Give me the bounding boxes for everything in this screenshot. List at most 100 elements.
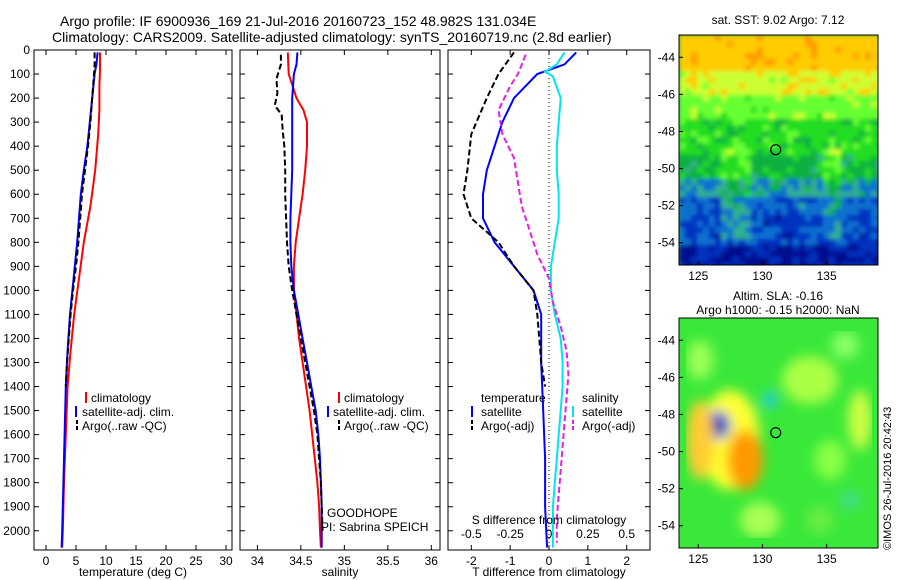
sst-cell	[775, 197, 782, 204]
sst-cell	[781, 233, 788, 240]
sst-cell	[715, 155, 722, 162]
sst-cell	[691, 41, 698, 48]
sst-cell	[745, 263, 752, 265]
sst-cell	[799, 239, 806, 246]
sst-cell	[679, 221, 686, 228]
sla-blob	[840, 490, 860, 510]
sst-cell	[685, 167, 692, 174]
sst-cell	[709, 71, 716, 78]
sst-cell	[775, 257, 782, 264]
pi-label: PI: Sabrina SPEICH	[321, 520, 428, 534]
sst-cell	[703, 245, 710, 252]
sst-cell	[799, 65, 806, 72]
sst-cell	[685, 197, 692, 204]
sla-map	[679, 318, 878, 548]
sst-cell	[817, 77, 824, 84]
sst-cell	[781, 53, 788, 60]
sst-cell	[769, 173, 776, 180]
sst-cell	[865, 221, 872, 228]
x-tick-label: 15	[129, 554, 143, 568]
sst-cell	[685, 101, 692, 108]
sst-cell	[751, 143, 758, 150]
sst-cell	[775, 185, 782, 192]
sst-cell	[853, 35, 860, 42]
y-tick-label: 1700	[3, 452, 30, 466]
sst-cell	[793, 245, 800, 252]
sst-cell	[745, 209, 752, 216]
sst-cell	[727, 233, 734, 240]
sst-cell	[775, 143, 782, 150]
sla-blob	[762, 392, 778, 408]
sst-field	[679, 35, 878, 265]
sst-cell	[697, 83, 704, 90]
sst-cell	[817, 161, 824, 168]
difference-xlabel: T difference from climatology	[472, 565, 626, 579]
sst-cell	[691, 35, 698, 42]
sst-cell	[751, 233, 758, 240]
sst-cell	[847, 197, 854, 204]
sst-cell	[787, 191, 794, 198]
sst-cell	[835, 263, 842, 265]
sst-cell	[841, 65, 848, 72]
sst-cell	[709, 131, 716, 138]
sst-cell	[871, 143, 878, 150]
sst-cell	[763, 191, 770, 198]
sst-cell	[841, 173, 848, 180]
sst-cell	[679, 215, 686, 222]
sst-cell	[847, 89, 854, 96]
sst-cell	[709, 239, 716, 246]
sst-cell	[739, 83, 746, 90]
sst-cell	[685, 113, 692, 120]
sst-cell	[709, 47, 716, 54]
sst-cell	[799, 167, 806, 174]
sst-cell	[709, 179, 716, 186]
sst-cell	[679, 209, 686, 216]
sst-cell	[853, 71, 860, 78]
sst-cell	[727, 131, 734, 138]
sst-cell	[823, 41, 830, 48]
sst-cell	[865, 185, 872, 192]
y-tick-label: -50	[658, 162, 676, 176]
sst-cell	[781, 65, 788, 72]
y-tick-label: 800	[10, 235, 30, 249]
sst-cell	[787, 95, 794, 102]
sst-cell	[793, 89, 800, 96]
sst-cell	[709, 149, 716, 156]
sst-cell	[853, 143, 860, 150]
sst-cell	[811, 263, 818, 265]
sst-cell	[847, 35, 854, 42]
sst-cell	[859, 119, 866, 126]
sst-cell	[841, 107, 848, 114]
sst-cell	[829, 197, 836, 204]
sst-cell	[679, 41, 686, 48]
sst-cell	[817, 263, 824, 265]
sst-cell	[775, 215, 782, 222]
sst-cell	[691, 77, 698, 84]
sst-cell	[811, 251, 818, 258]
sst-cell	[751, 179, 758, 186]
sst-cell	[853, 59, 860, 66]
sst-cell	[733, 167, 740, 174]
sst-cell	[793, 203, 800, 210]
sst-cell	[739, 209, 746, 216]
sst-cell	[793, 257, 800, 264]
sst-cell	[769, 257, 776, 264]
sst-cell	[703, 137, 710, 144]
sst-cell	[697, 191, 704, 198]
sst-cell	[751, 161, 758, 168]
sst-cell	[769, 41, 776, 48]
sst-cell	[721, 113, 728, 120]
sst-cell	[715, 179, 722, 186]
sst-cell	[817, 233, 824, 240]
sst-cell	[769, 221, 776, 228]
sst-cell	[685, 257, 692, 264]
sst-cell	[697, 35, 704, 42]
sst-cell	[865, 239, 872, 246]
sst-cell	[733, 59, 740, 66]
sst-cell	[739, 203, 746, 210]
sst-cell	[805, 71, 812, 78]
sst-cell	[859, 251, 866, 258]
sst-cell	[805, 263, 812, 265]
sst-cell	[739, 167, 746, 174]
sst-cell	[733, 257, 740, 264]
